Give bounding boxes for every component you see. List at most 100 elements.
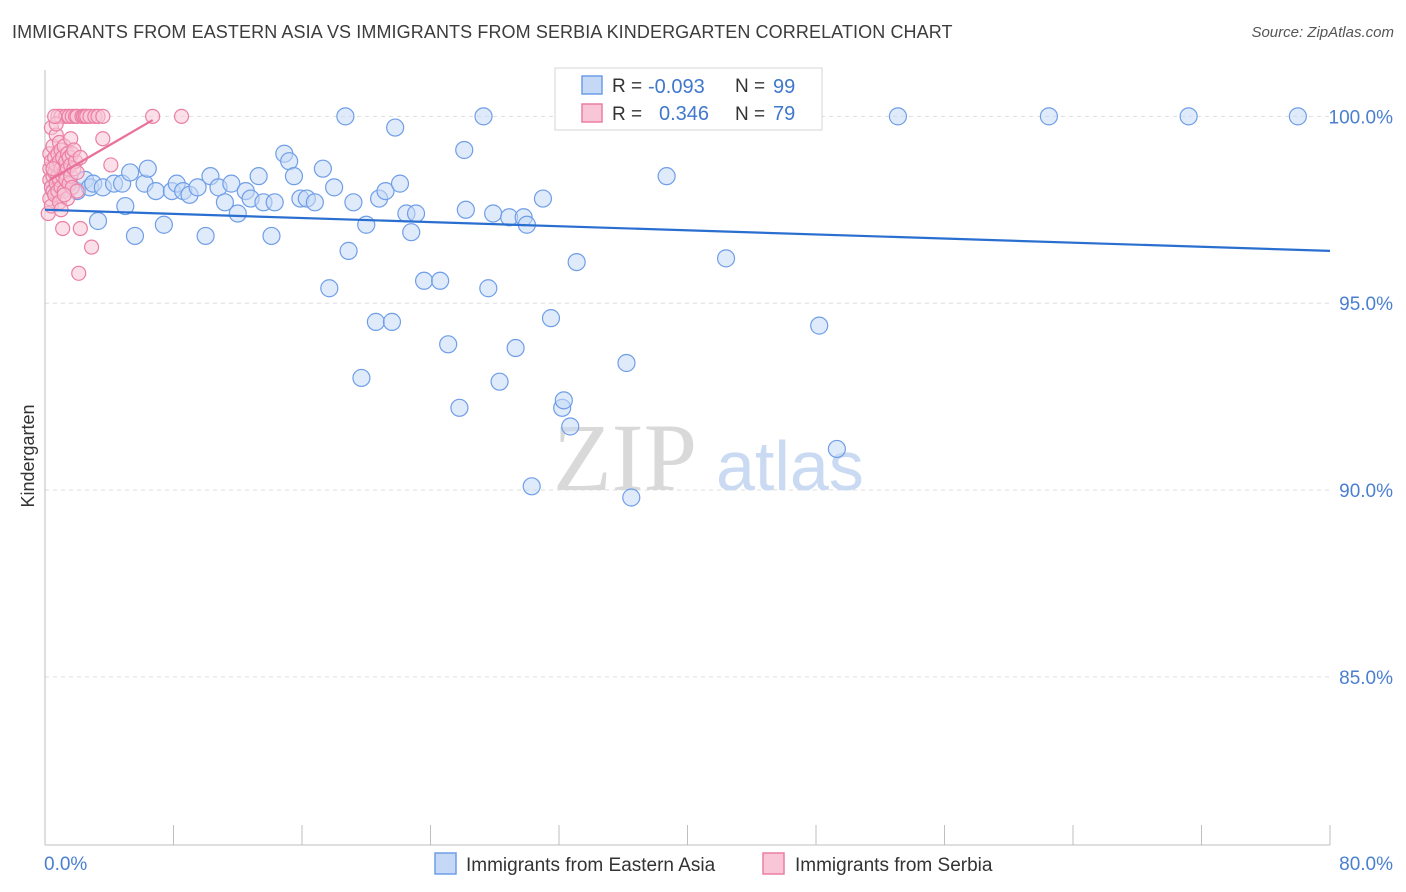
data-point-eastern-asia xyxy=(456,200,475,219)
data-point-serbia xyxy=(71,265,87,281)
data-point-serbia xyxy=(103,157,119,173)
stats-blue-n-label: N = xyxy=(735,76,765,97)
stats-blue-n-value: 99 xyxy=(773,76,795,98)
data-point-eastern-asia xyxy=(479,279,498,298)
data-point-eastern-asia xyxy=(484,204,503,223)
data-point-serbia xyxy=(72,220,88,237)
data-point-eastern-asia xyxy=(305,193,324,212)
y-tick-label: 90.0% xyxy=(1339,481,1393,502)
data-point-eastern-asia xyxy=(561,417,580,436)
data-point-eastern-asia xyxy=(522,477,541,496)
y-tick-label: 100.0% xyxy=(1329,107,1394,128)
data-point-eastern-asia xyxy=(339,241,358,260)
data-point-eastern-asia xyxy=(320,279,339,298)
data-point-eastern-asia xyxy=(344,193,363,212)
data-point-eastern-asia xyxy=(554,391,573,410)
source-label: Source: ZipAtlas.com xyxy=(1251,24,1394,41)
y-axis-title: Kindergarten xyxy=(18,404,38,507)
data-point-eastern-asia xyxy=(567,252,586,272)
data-point-eastern-asia xyxy=(490,372,509,391)
data-point-eastern-asia xyxy=(474,107,493,126)
data-point-eastern-asia xyxy=(325,178,344,197)
data-point-serbia xyxy=(56,187,72,203)
series-eastern-asia-points xyxy=(43,107,1307,507)
data-point-eastern-asia xyxy=(249,167,268,186)
data-point-eastern-asia xyxy=(716,249,736,268)
data-point-eastern-asia xyxy=(1179,107,1198,126)
stats-blue-r-label: R = xyxy=(612,76,642,97)
legend-blue-swatch xyxy=(434,852,457,875)
stats-pink-r-label: R = xyxy=(612,104,642,125)
y-tick-label: 85.0% xyxy=(1339,668,1393,689)
data-point-eastern-asia xyxy=(1039,107,1059,126)
data-point-eastern-asia xyxy=(827,439,846,459)
data-point-eastern-asia xyxy=(88,211,108,231)
legend: Immigrants from Eastern Asia Immigrants … xyxy=(434,852,993,876)
data-point-serbia xyxy=(55,220,71,237)
legend-pink-label: Immigrants from Serbia xyxy=(795,855,993,876)
data-point-serbia xyxy=(95,131,111,147)
data-point-eastern-asia xyxy=(888,107,908,126)
x-tick-label-max: 80.0% xyxy=(1339,854,1393,875)
x-tick-labels: 0.0% 80.0% xyxy=(44,854,1393,875)
data-point-eastern-asia xyxy=(215,193,234,212)
data-point-eastern-asia xyxy=(222,174,241,193)
data-point-eastern-asia xyxy=(414,271,434,290)
data-point-eastern-asia xyxy=(390,174,410,193)
data-point-eastern-asia xyxy=(146,181,165,201)
chart-title: IMMIGRANTS FROM EASTERN ASIA VS IMMIGRAN… xyxy=(12,22,953,42)
data-point-eastern-asia xyxy=(617,353,636,373)
y-tick-labels: 85.0% 90.0% 95.0% 100.0% xyxy=(1329,107,1394,688)
data-point-eastern-asia xyxy=(154,215,173,234)
stats-pink-r-value: 0.346 xyxy=(659,103,709,125)
data-point-eastern-asia xyxy=(138,159,157,178)
data-point-eastern-asia xyxy=(541,309,561,328)
data-point-eastern-asia xyxy=(188,178,207,197)
data-point-serbia xyxy=(173,108,190,124)
watermark: ZIP atlas xyxy=(553,404,864,511)
data-point-serbia xyxy=(69,164,85,181)
data-point-eastern-asia xyxy=(376,181,395,201)
data-point-eastern-asia xyxy=(125,226,145,246)
data-point-serbia xyxy=(69,183,85,199)
stats-pink-n-label: N = xyxy=(735,104,765,125)
data-point-serbia xyxy=(45,161,61,177)
data-point-eastern-asia xyxy=(406,204,426,223)
legend-blue-label: Immigrants from Eastern Asia xyxy=(466,855,716,876)
x-tick-label-min: 0.0% xyxy=(44,854,87,875)
data-point-eastern-asia xyxy=(402,223,421,242)
data-point-eastern-asia xyxy=(265,193,284,212)
data-point-eastern-asia xyxy=(116,196,135,216)
data-point-eastern-asia xyxy=(284,167,304,186)
data-point-eastern-asia xyxy=(439,335,458,354)
data-point-eastern-asia xyxy=(810,316,829,335)
data-point-eastern-asia xyxy=(262,226,281,246)
data-point-serbia xyxy=(47,108,63,124)
data-point-eastern-asia xyxy=(450,398,469,417)
data-point-eastern-asia xyxy=(313,159,332,178)
data-point-eastern-asia xyxy=(386,118,405,137)
data-point-eastern-asia xyxy=(533,189,553,208)
data-point-serbia xyxy=(95,108,111,124)
data-point-eastern-asia xyxy=(366,312,385,331)
data-point-eastern-asia xyxy=(196,226,215,246)
stats-pink-swatch xyxy=(581,103,603,123)
trend-lines xyxy=(44,119,1331,252)
data-point-serbia xyxy=(145,108,161,124)
data-point-eastern-asia xyxy=(228,204,247,223)
data-point-eastern-asia xyxy=(121,163,140,182)
y-tick-label: 95.0% xyxy=(1339,294,1393,315)
trend-line-eastern-asia xyxy=(44,208,1331,252)
grid-lines xyxy=(45,115,1330,678)
data-point-eastern-asia xyxy=(352,368,371,388)
data-point-eastern-asia xyxy=(455,140,474,160)
series-serbia-points xyxy=(40,108,190,281)
data-point-eastern-asia xyxy=(382,312,402,331)
data-point-eastern-asia xyxy=(622,488,641,507)
data-point-eastern-asia xyxy=(1288,107,1307,126)
stats-blue-swatch xyxy=(581,75,603,95)
stats-pink-n-value: 79 xyxy=(773,103,795,125)
trend-line-serbia xyxy=(49,119,154,181)
legend-pink-swatch xyxy=(762,852,785,875)
